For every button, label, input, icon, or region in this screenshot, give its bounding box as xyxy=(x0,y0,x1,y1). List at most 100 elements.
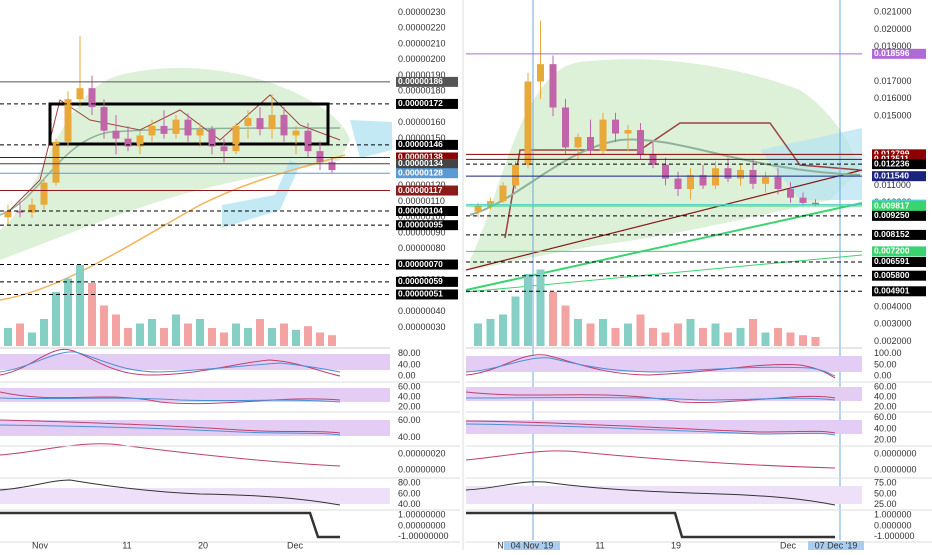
price-tag-label: 0.00000128 xyxy=(398,167,443,177)
price-axis-label: 0.00000230 xyxy=(398,7,446,17)
price-tag xyxy=(872,210,926,221)
candle-body xyxy=(487,201,494,207)
candle-body xyxy=(499,185,507,202)
candle-body xyxy=(574,136,582,148)
price-axis-label: 0.019000 xyxy=(874,41,912,51)
candle-body xyxy=(232,125,240,152)
candle-body xyxy=(100,107,108,131)
price-tag-label: 0.009250 xyxy=(874,210,910,220)
candle-body xyxy=(712,168,719,186)
volume-bar xyxy=(536,269,545,346)
candle-body xyxy=(292,130,300,136)
candle-body xyxy=(148,125,156,136)
price-tag xyxy=(396,185,458,196)
price-axis-label: 0.021000 xyxy=(874,7,912,17)
price-axis-label: 0.00000030 xyxy=(398,322,446,332)
price-tag xyxy=(872,229,926,240)
volume-bar xyxy=(88,283,96,346)
volume-bar xyxy=(774,328,782,346)
price-tag-label: 0.012799 xyxy=(874,149,910,159)
indicator-axis-label: 20.00 xyxy=(398,401,421,411)
indicator-axis-label: 60.00 xyxy=(398,488,421,498)
volume-bar xyxy=(40,319,48,346)
price-tag-label: 0.005800 xyxy=(874,270,910,280)
price-tag xyxy=(396,259,458,270)
price-axis-label: 0.017000 xyxy=(874,76,912,86)
indicator-axis-label: 100.00 xyxy=(874,348,902,358)
price-axis-label: 0.003000 xyxy=(874,319,912,329)
price-axis-label: 0.00000110 xyxy=(398,196,445,206)
indicator-axis-label: 40.00 xyxy=(398,499,421,509)
volume-bar xyxy=(736,328,745,346)
volume-bar xyxy=(196,319,204,346)
candle-body xyxy=(280,114,288,136)
indicator-axis-label: 0.00000000 xyxy=(398,520,446,530)
indicator-axis-label: 1.000000 xyxy=(874,510,912,520)
price-tag xyxy=(396,98,458,109)
indicator-axis-label: 40.00 xyxy=(874,423,897,433)
volume-bar xyxy=(112,314,120,346)
volume-bar xyxy=(624,323,632,346)
volume-bar xyxy=(749,319,757,346)
candle-body xyxy=(172,119,180,134)
candle-body xyxy=(184,119,192,136)
candle-body xyxy=(774,176,782,189)
candle-body xyxy=(674,178,682,189)
date-box-label: 07 Dec '19 xyxy=(815,540,858,550)
price-axis-label: 0.00000150 xyxy=(398,133,446,143)
price-axis-label: 0.011000 xyxy=(874,180,911,190)
volume-bar xyxy=(52,292,60,346)
indicator-axis-label: 40.00 xyxy=(398,432,421,442)
candle-body xyxy=(762,176,769,184)
indicator-axis-label: 0.0000000 xyxy=(874,464,917,474)
volume-bar xyxy=(661,332,670,346)
price-axis-label: 0.00000180 xyxy=(398,86,446,96)
candle-body xyxy=(637,130,644,155)
volume-bar xyxy=(599,319,607,346)
volume-bar xyxy=(124,328,132,346)
x-axis-label: No xyxy=(497,540,509,550)
price-tag xyxy=(396,289,458,300)
candle-body xyxy=(136,135,144,147)
volume-bar xyxy=(100,305,108,346)
volume-bar xyxy=(799,335,807,346)
candle-body xyxy=(76,88,84,100)
price-tag xyxy=(872,159,926,170)
volume-bar xyxy=(64,278,72,346)
volume-bar xyxy=(256,319,264,346)
volume-bar xyxy=(172,314,180,346)
price-axis-label: 0.00000200 xyxy=(398,54,446,64)
volume-bar xyxy=(686,319,695,346)
price-axis-label: 0.00000120 xyxy=(398,180,446,190)
price-tag-label: 0.011540 xyxy=(874,170,909,180)
volume-bar xyxy=(549,292,557,346)
candle-body xyxy=(268,114,276,130)
price-axis-label: 0.004000 xyxy=(874,301,912,311)
volume-bar xyxy=(220,332,228,346)
volume-bar xyxy=(711,323,720,346)
indicator-axis-label: 40.00 xyxy=(398,391,421,401)
price-tag xyxy=(396,158,458,169)
price-tag xyxy=(396,276,458,287)
indicator-axis-label: 80.00 xyxy=(398,348,421,358)
price-tag-label: 0.00000070 xyxy=(398,259,443,269)
price-tag xyxy=(872,286,926,297)
volume-bar xyxy=(4,328,12,346)
candle-body xyxy=(787,188,794,198)
candle-body xyxy=(699,175,707,186)
volume-bar xyxy=(208,328,216,346)
candle-body xyxy=(599,119,607,151)
price-axis-label: 0.016000 xyxy=(874,93,912,103)
price-axis-label: 0.00000160 xyxy=(398,117,446,127)
candle-body xyxy=(52,141,60,183)
price-tag-label: 0.00000186 xyxy=(398,76,443,86)
candle-body xyxy=(562,107,569,148)
volume-bar xyxy=(724,332,732,346)
price-tag-label: 0.007200 xyxy=(874,246,910,256)
price-tag-label: 0.012236 xyxy=(874,158,910,168)
indicator-axis-label: 20.00 xyxy=(874,435,897,445)
price-axis-label: 0.00000090 xyxy=(398,227,446,237)
price-axis-label: 0.00000220 xyxy=(398,23,446,33)
candle-body xyxy=(549,64,557,108)
